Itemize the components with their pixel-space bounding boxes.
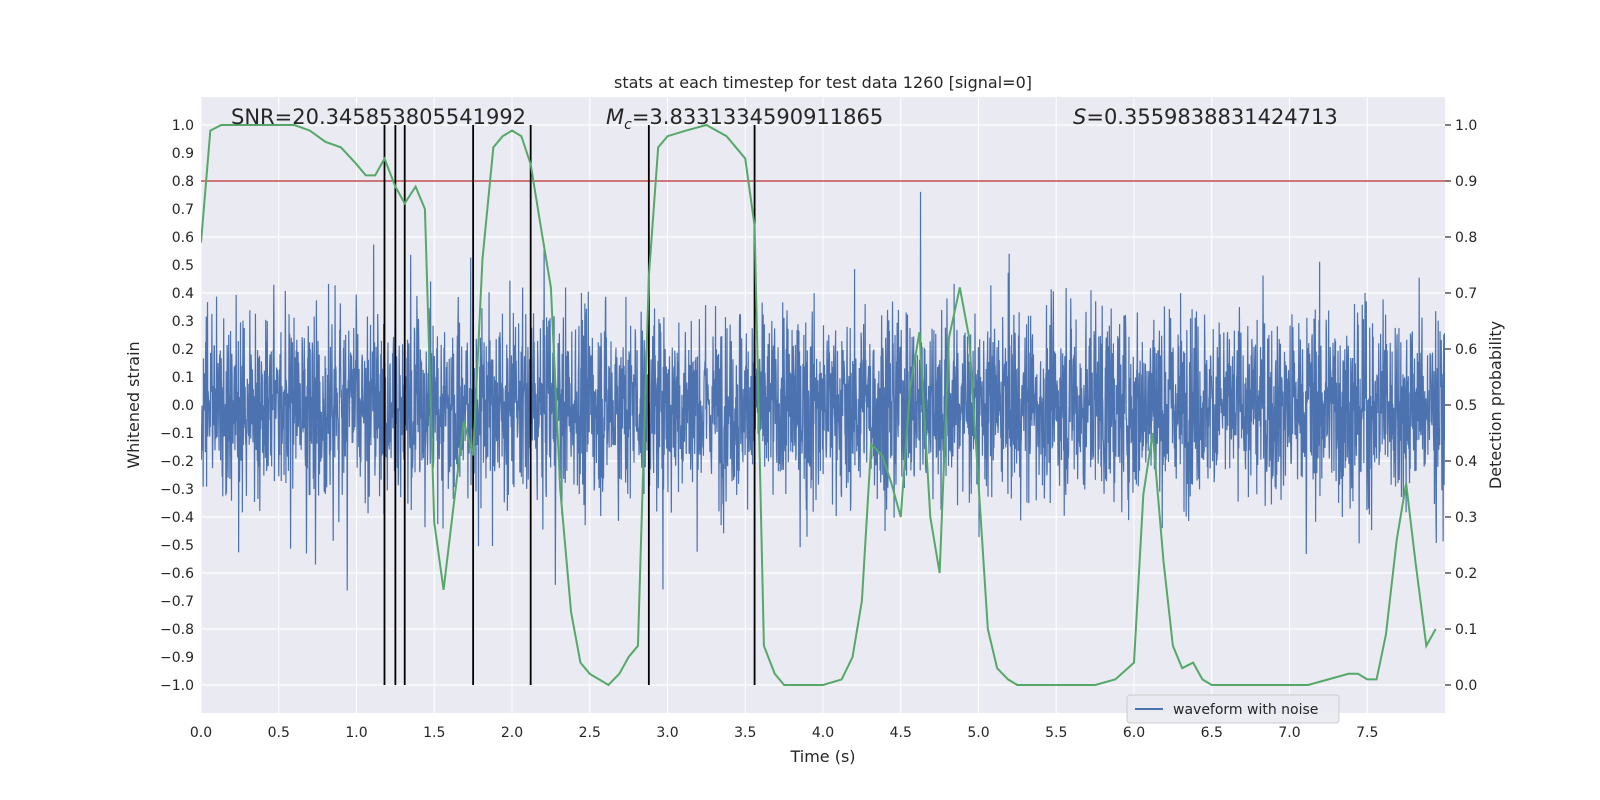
x-tick-label: 4.5 <box>890 725 912 741</box>
legend: waveform with noise <box>1126 694 1340 724</box>
y-tick-label-right: 0.6 <box>1455 342 1477 358</box>
y-tick-label: 0.6 <box>172 230 194 246</box>
x-tick-label: 3.0 <box>656 725 678 741</box>
legend-label-waveform: waveform with noise <box>1173 702 1318 718</box>
y-tick-label: −0.7 <box>160 594 194 610</box>
snr-annotation: SNR=20.345853805541992 <box>231 105 526 129</box>
y-tick-label-right: 0.4 <box>1455 454 1477 470</box>
y-tick-label: 0.4 <box>172 286 194 302</box>
y-tick-label-right: 0.9 <box>1455 174 1477 190</box>
chirp-mass-annotation: Mc=3.8331334590911865 <box>606 105 883 133</box>
x-tick-label: 6.0 <box>1123 725 1145 741</box>
y-tick-label-right: 0.7 <box>1455 286 1477 302</box>
y-tick-label: −0.5 <box>160 538 194 554</box>
y-tick-label: 0.7 <box>172 202 194 218</box>
y-tick-label: −0.6 <box>160 566 194 582</box>
y-tick-label: −1.0 <box>160 678 194 694</box>
x-tick-label: 7.5 <box>1356 725 1378 741</box>
x-tick-label: 7.0 <box>1278 725 1300 741</box>
detection-probability-line <box>201 123 1437 687</box>
y-tick-label: 0.5 <box>172 258 194 274</box>
x-tick-label: 3.5 <box>734 725 756 741</box>
x-tick-label: 2.0 <box>501 725 523 741</box>
x-tick-label: 5.5 <box>1045 725 1067 741</box>
y-tick-label-right: 0.1 <box>1455 622 1477 638</box>
x-tick-label: 6.5 <box>1201 725 1223 741</box>
y-ticks-right: 0.0 0.1 0.2 0.3 0.4 0.5 0.6 0.7 0.8 0.9 1.0 <box>1445 118 1477 694</box>
y-tick-label-right: 0.5 <box>1455 398 1477 414</box>
s-symbol: S <box>1073 105 1086 129</box>
y-tick-label: 0.2 <box>172 342 194 358</box>
y-tick-label-right: 0.3 <box>1455 510 1477 526</box>
x-axis-label: Time (s) <box>789 747 855 766</box>
mc-value: =3.8331334590911865 <box>632 105 883 129</box>
y-tick-label: −0.3 <box>160 482 194 498</box>
y-tick-label-right: 0.2 <box>1455 566 1477 582</box>
y-tick-label: 0.0 <box>172 398 194 414</box>
y-tick-label-right: 0.8 <box>1455 230 1477 246</box>
y-tick-label: −0.4 <box>160 510 194 526</box>
y-tick-label: −0.8 <box>160 622 194 638</box>
y-tick-label: 0.3 <box>172 314 194 330</box>
y-tick-label: 0.9 <box>172 146 194 162</box>
y-tick-label-right: 1.0 <box>1455 118 1477 134</box>
x-tick-label: 1.0 <box>345 725 367 741</box>
x-tick-label: 4.0 <box>812 725 834 741</box>
y-axis-label: Whitened strain <box>124 341 143 468</box>
legend-box <box>1126 694 1340 724</box>
y-tick-label: −0.2 <box>160 454 194 470</box>
x-tick-label: 2.5 <box>579 725 601 741</box>
y-tick-label: 1.0 <box>172 118 194 134</box>
y-tick-label-right: 0.0 <box>1455 678 1477 694</box>
x-tick-label: 0.5 <box>268 725 290 741</box>
y-tick-label: −0.1 <box>160 426 194 442</box>
s-annotation: S=0.3559838831424713 <box>1073 105 1338 129</box>
x-tick-label: 1.5 <box>423 725 445 741</box>
y-tick-label: 0.8 <box>172 174 194 190</box>
s-value: =0.3559838831424713 <box>1086 105 1337 129</box>
waveform-series <box>201 191 1445 591</box>
chart-title: stats at each timestep for test data 126… <box>614 73 1032 92</box>
mc-subscript: c <box>624 117 632 133</box>
y-axis-label-right: Detection probability <box>1486 321 1505 489</box>
x-tick-label: 5.0 <box>967 725 989 741</box>
y-tick-label: 0.1 <box>172 370 194 386</box>
x-ticks: 0.0 0.5 1.0 1.5 2.0 2.5 3.0 3.5 4.0 4.5 5.0 5.5 6.0 6… <box>190 725 1379 741</box>
mc-symbol: M <box>606 105 624 129</box>
plot-area <box>201 123 1445 687</box>
waveform-line <box>201 191 1445 591</box>
y-ticks-left: −1.0 −0.9 −0.8 −0.7 −0.6 −0.5 −0.4 −0.3 −0.2 −0.1… <box>160 118 194 694</box>
x-tick-label: 0.0 <box>190 725 212 741</box>
y-tick-label: −0.9 <box>160 650 194 666</box>
vertical-markers <box>383 125 756 685</box>
